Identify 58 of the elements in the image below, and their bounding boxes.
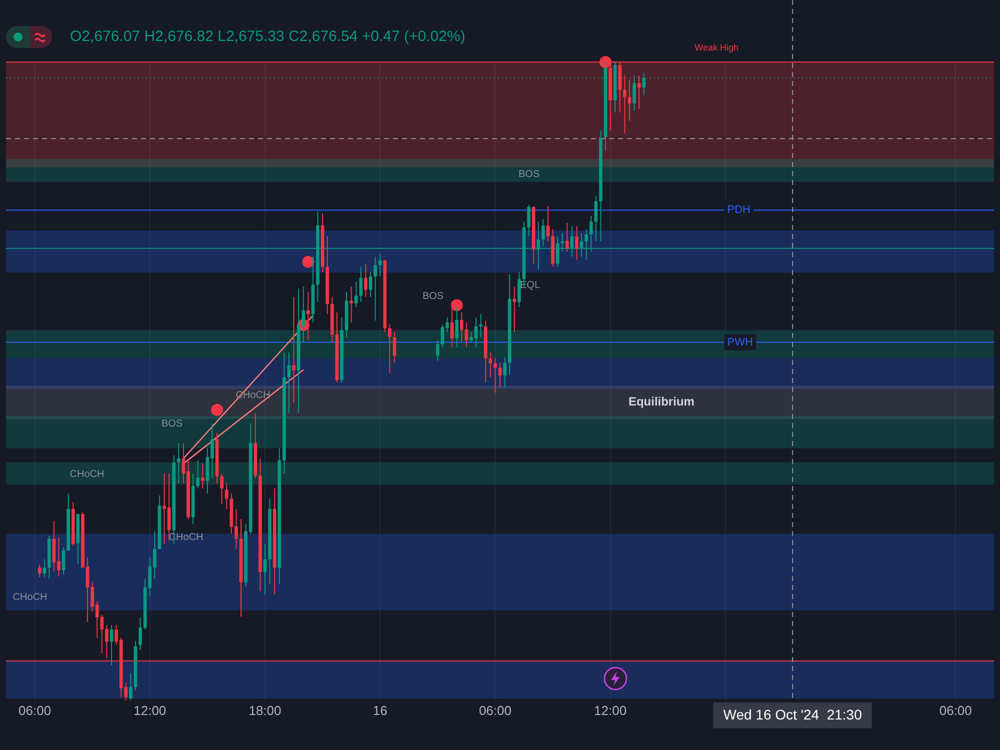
ref-line-label: Wed 16 Oct '24 21:30 xyxy=(723,706,862,722)
candlestick xyxy=(488,352,492,378)
candlestick xyxy=(129,672,132,701)
candlestick xyxy=(518,272,521,308)
candlestick xyxy=(623,74,626,134)
ref-line-label: PWH xyxy=(727,336,753,348)
candlestick xyxy=(494,357,497,394)
x-tick-label: 12:00 xyxy=(134,702,166,718)
point xyxy=(600,56,612,68)
candlestick xyxy=(374,256,377,322)
candlestick xyxy=(455,306,459,348)
annotation: CHoCH xyxy=(70,468,104,480)
x-tick-label: 06:00 xyxy=(478,702,512,718)
candlestick xyxy=(565,222,569,252)
candlestick xyxy=(176,442,180,484)
x-tick-label: 12:00 xyxy=(594,702,627,718)
candlestick xyxy=(546,206,550,242)
x-tick-label: 16 xyxy=(372,702,388,718)
candlestick xyxy=(527,204,530,237)
annotation: BOS xyxy=(161,418,183,430)
candlestick xyxy=(42,558,46,578)
annotation: CHoCH xyxy=(12,592,48,603)
candlestick xyxy=(479,314,482,338)
candlestick xyxy=(503,357,506,388)
candlestick xyxy=(628,79,632,122)
x-tick-label: 06:00 xyxy=(939,702,972,718)
candlestick xyxy=(364,263,368,298)
ref-line-label: PDH xyxy=(727,204,751,216)
candlestick xyxy=(38,564,42,578)
candlestick xyxy=(220,473,224,504)
candlestick xyxy=(637,74,641,110)
candlestick xyxy=(632,74,636,112)
point xyxy=(450,299,463,312)
ref-line-label: Weak High xyxy=(694,42,738,52)
candlestick xyxy=(138,616,142,650)
chart-title: O2,676.07 H2,676.82 L2,675.33 C2,676.54 +0.47 (+0.02%) xyxy=(70,28,466,45)
candlestick xyxy=(350,286,353,323)
x-tick-label: 18:00 xyxy=(248,702,282,718)
point xyxy=(302,256,314,268)
candlestick xyxy=(512,286,516,333)
candlestick xyxy=(354,281,358,308)
candlestick xyxy=(200,463,204,489)
candlestick xyxy=(359,266,363,303)
x-tick-label: 06:00 xyxy=(18,702,52,718)
point xyxy=(211,404,224,416)
candlestick xyxy=(594,196,598,242)
annotation: BOS xyxy=(518,168,540,180)
candlestick xyxy=(575,226,578,260)
annotation: BOS xyxy=(422,291,444,302)
candlestick xyxy=(378,253,382,278)
candlestick xyxy=(287,352,291,414)
candlestick xyxy=(292,296,296,404)
candlestick xyxy=(224,482,228,510)
candlestick xyxy=(196,460,200,489)
candlestick xyxy=(368,272,372,298)
candlestick xyxy=(388,324,392,374)
candlestick xyxy=(436,340,440,362)
band-label: Equilibrium xyxy=(628,394,694,409)
